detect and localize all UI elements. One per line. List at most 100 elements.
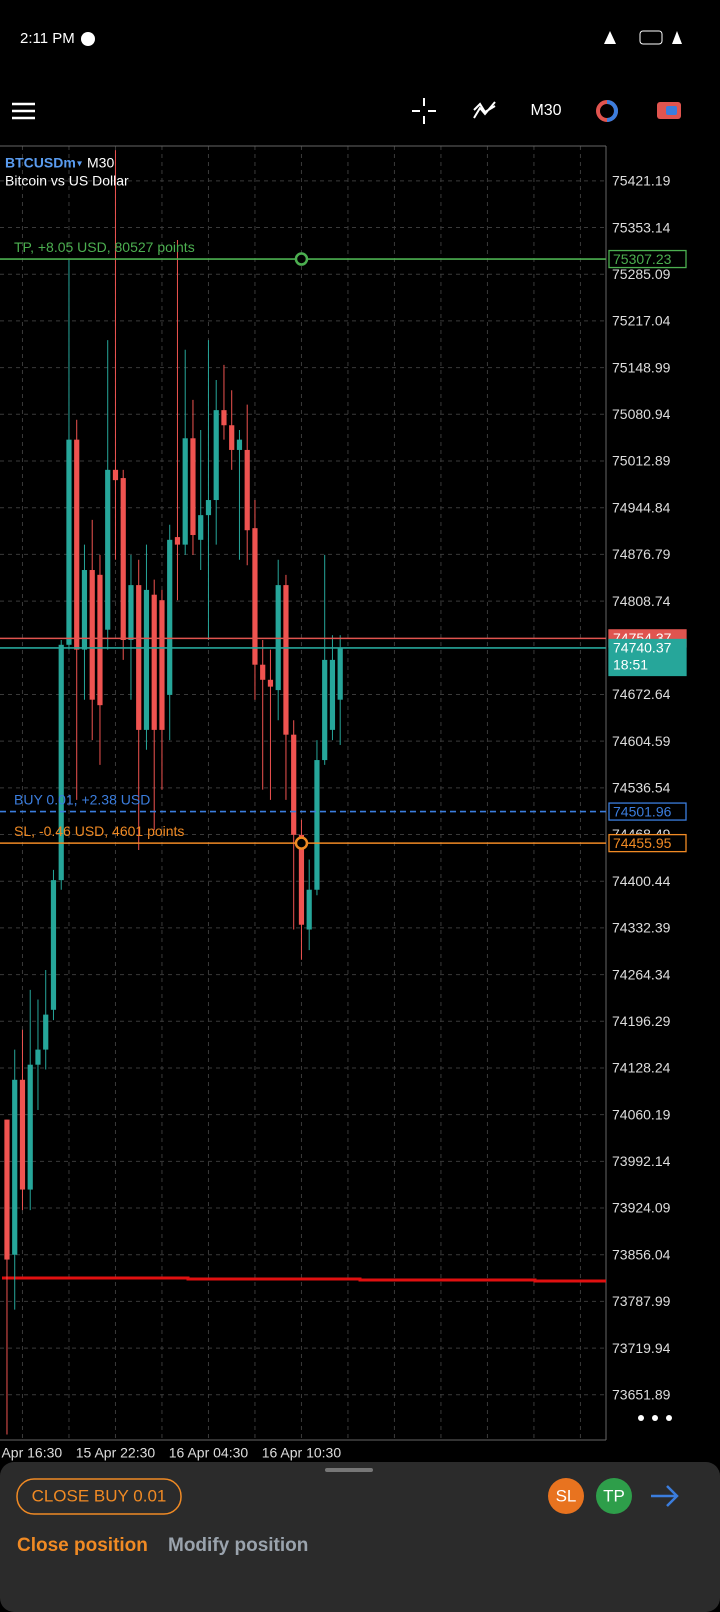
- battery: [639, 30, 663, 45]
- price-box-label: 74455.95: [613, 835, 672, 851]
- candle-body: [43, 1014, 49, 1050]
- panel-bg: [0, 1462, 720, 1612]
- candle-body: [205, 500, 212, 516]
- candle-body: [74, 439, 80, 650]
- candle-body: [89, 570, 95, 700]
- y-tick-label: 73856.04: [612, 1246, 671, 1262]
- y-tick-label: 74128.24: [612, 1060, 671, 1076]
- candle-body: [27, 1064, 33, 1190]
- menu-button[interactable]: [12, 102, 35, 120]
- tp-label: TP: [603, 1486, 625, 1505]
- candle-body: [260, 664, 266, 680]
- candle-body: [329, 659, 336, 730]
- candle-body: [112, 469, 119, 481]
- candle-body: [12, 1079, 18, 1255]
- y-tick-label: 75353.14: [612, 219, 671, 235]
- y-tick-label: 73787.99: [612, 1293, 671, 1309]
- candle-body: [81, 570, 88, 650]
- objects-icon: [606, 100, 618, 122]
- x-tick-label: 16 Apr 10:30: [262, 1445, 342, 1461]
- y-tick-label: 74400.44: [612, 873, 671, 889]
- y-tick-label: 75217.04: [612, 313, 671, 329]
- level-label: BUY 0.01, +2.38 USD: [14, 791, 150, 807]
- toolbar: M30: [12, 98, 681, 124]
- indicator-line: [2, 1276, 606, 1283]
- price-box: [608, 249, 687, 269]
- candle-body: [167, 539, 173, 695]
- y-tick-label: 74808.74: [612, 593, 671, 609]
- candle-body: [267, 679, 274, 687]
- candle-body: [174, 537, 181, 545]
- y-tick-label: 74876.79: [612, 546, 671, 562]
- candle-body: [298, 834, 305, 925]
- chart-timeframe: M30: [87, 155, 114, 171]
- y-tick-label: 74944.84: [612, 499, 671, 515]
- next-button[interactable]: [651, 1485, 679, 1507]
- bottom-panel: CLOSE BUY 0.01 SL TP Close position Modi…: [0, 1462, 720, 1612]
- y-tick-label: 74604.59: [612, 733, 671, 749]
- candle-body: [229, 425, 235, 450]
- y-tick-label: 74332.39: [612, 920, 671, 936]
- candle-body: [236, 439, 243, 450]
- y-tick-label: 74060.19: [612, 1106, 671, 1122]
- status-time: 2:11 PM: [20, 30, 75, 47]
- y-tick-label: 73651.89: [612, 1386, 671, 1402]
- candle-body: [143, 589, 150, 730]
- tab-close[interactable]: Close position: [17, 1535, 148, 1556]
- y-tick-label: 73992.14: [612, 1153, 671, 1169]
- candle-body: [66, 439, 72, 645]
- candle-body: [337, 647, 343, 700]
- timeframe-button[interactable]: M30: [530, 102, 561, 119]
- candle-body: [120, 478, 126, 640]
- crosshair-button[interactable]: [412, 98, 436, 124]
- panel-handle[interactable]: [325, 1468, 373, 1472]
- level-handle: [294, 836, 309, 850]
- y-tick-label: 75285.09: [612, 266, 671, 282]
- y-tick-label: 75148.99: [612, 359, 671, 375]
- close-button[interactable]: [16, 1478, 182, 1515]
- tab-modify[interactable]: Modify position: [168, 1535, 308, 1556]
- more-dot: [652, 1415, 658, 1421]
- y-tick-label: 74536.54: [612, 780, 671, 796]
- price-box-label: 74501.96: [613, 803, 672, 819]
- price-box: [608, 833, 687, 853]
- x-tick-label: 15 Apr 16:30: [0, 1445, 62, 1461]
- candle-body: [35, 1049, 41, 1065]
- y-tick-label: 73719.94: [612, 1340, 671, 1356]
- candle-body: [19, 1079, 26, 1190]
- y-tick-label: 75080.94: [612, 406, 671, 422]
- price-box: [608, 638, 687, 677]
- indicators-button[interactable]: [473, 101, 496, 119]
- close-button-label: CLOSE BUY 0.01: [32, 1486, 167, 1505]
- candle-body: [306, 889, 312, 930]
- y-tick-label: 75012.89: [612, 453, 671, 469]
- more-dot: [638, 1415, 644, 1421]
- price-box: [608, 802, 687, 821]
- y-tick-label: 75421.19: [612, 173, 671, 189]
- price-box-label: 74740.37: [613, 640, 672, 656]
- candle-body: [198, 515, 204, 540]
- candle-body: [314, 760, 320, 890]
- candle-body: [213, 410, 219, 501]
- candle-body: [244, 449, 250, 531]
- x-tick-label: 16 Apr 04:30: [169, 1445, 249, 1461]
- description: Bitcoin vs US Dollar: [5, 173, 129, 189]
- level-label: SL, -0.46 USD, 4601 points: [14, 823, 184, 839]
- symbol-marker: ▾: [77, 159, 82, 170]
- sl-label: SL: [556, 1486, 577, 1505]
- candle-body: [291, 734, 297, 835]
- candle-body: [283, 585, 289, 735]
- x-tick-label: 15 Apr 22:30: [76, 1445, 156, 1461]
- y-tick-label: 74264.34: [612, 966, 671, 982]
- candle-body: [4, 1119, 10, 1260]
- candle-body: [105, 469, 111, 630]
- tp-button[interactable]: [596, 1478, 632, 1514]
- chart: 75421.19 75353.14 75285.09 75217.04 75148.99…: [0, 145, 687, 1461]
- candle-body: [221, 410, 227, 426]
- y-tick-label: 74672.64: [612, 686, 671, 702]
- y-tick-label: 73924.09: [612, 1200, 671, 1216]
- sl-button[interactable]: [548, 1478, 584, 1514]
- symbol: BTCUSDm: [5, 155, 76, 171]
